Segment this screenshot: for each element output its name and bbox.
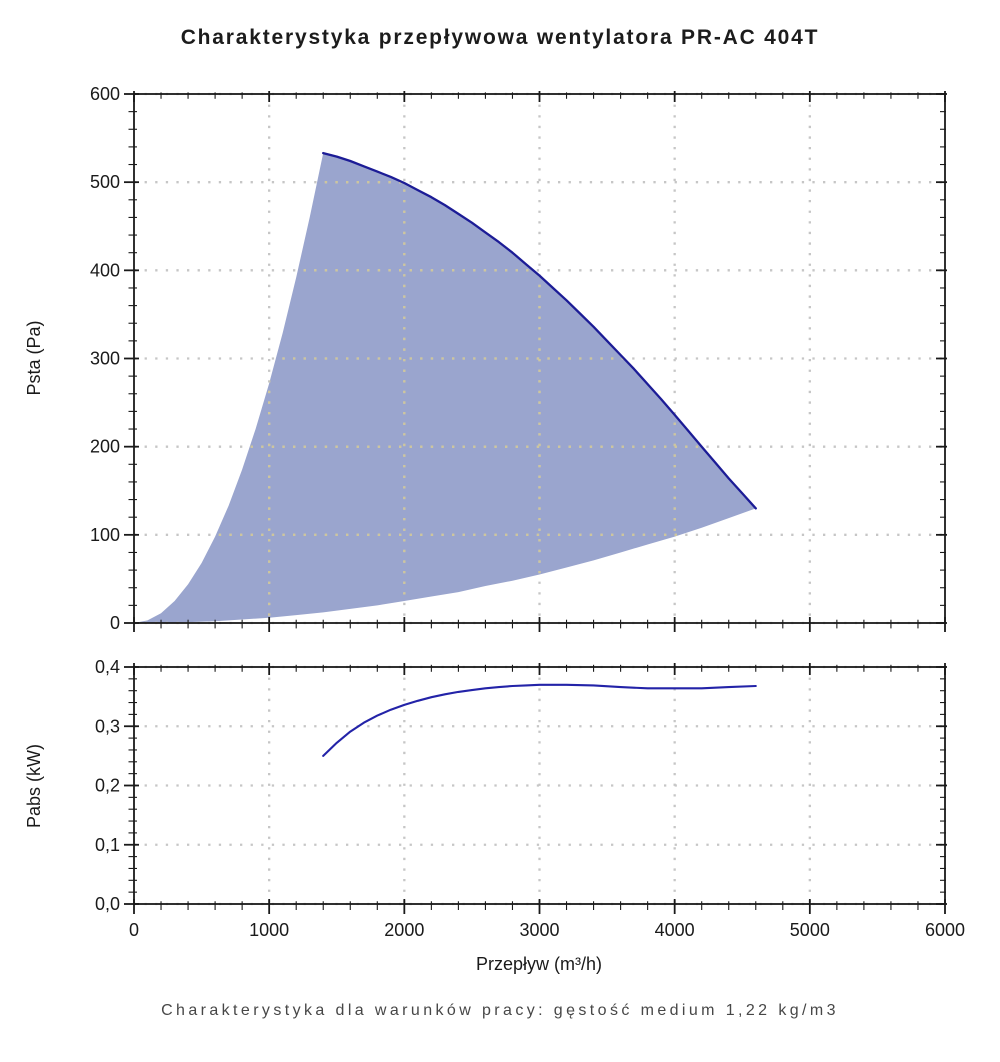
power-chart: 0,0 0,1 0,2 0,3 0,4 0 1000 2000 3000 4000 5000 6000 [95, 657, 965, 940]
pabs-tick-label: 0,0 [95, 894, 120, 914]
psta-tick-label: 200 [90, 437, 120, 457]
grid-power [134, 665, 945, 906]
pabs-tick-label: 0,3 [95, 716, 120, 736]
pabs-tick-label: 0,1 [95, 835, 120, 855]
chart-title: Charakterystyka przepływowa wentylatora … [180, 26, 820, 49]
flow-tick-label: 6000 [925, 920, 965, 940]
flow-tick-label: 0 [129, 920, 139, 940]
flow-axis-label: Przepływ (m³/h) [476, 954, 602, 974]
power-tick-labels: 0,0 0,1 0,2 0,3 0,4 0 1000 2000 3000 4000 5000 6000 [95, 657, 965, 940]
flow-tick-label: 3000 [519, 920, 559, 940]
pressure-ticks [124, 91, 947, 632]
power-curve [322, 683, 757, 757]
flow-tick-label: 2000 [384, 920, 424, 940]
psta-tick-label: 300 [90, 349, 120, 369]
operating-region [134, 153, 756, 623]
pabs-tick-label: 0,2 [95, 776, 120, 796]
psta-tick-label: 600 [90, 84, 120, 104]
flow-tick-label: 1000 [249, 920, 289, 940]
pressure-tick-labels: 0 100 200 300 400 500 600 [90, 84, 120, 633]
flow-tick-label: 4000 [655, 920, 695, 940]
psta-axis-label: Psta (Pa) [24, 320, 44, 395]
pabs-axis-label: Pabs (kW) [24, 744, 44, 828]
psta-tick-label: 400 [90, 260, 120, 280]
fan-curve [322, 151, 757, 510]
operating-conditions-caption: Charakterystyka dla warunków pracy: gęst… [161, 1002, 839, 1019]
psta-tick-label: 100 [90, 525, 120, 545]
pabs-tick-label: 0,4 [95, 657, 120, 677]
power-ticks [124, 663, 947, 914]
psta-tick-label: 500 [90, 172, 120, 192]
pressure-chart: 0 100 200 300 400 500 600 [90, 84, 947, 633]
psta-tick-label: 0 [110, 613, 120, 633]
flow-tick-label: 5000 [790, 920, 830, 940]
